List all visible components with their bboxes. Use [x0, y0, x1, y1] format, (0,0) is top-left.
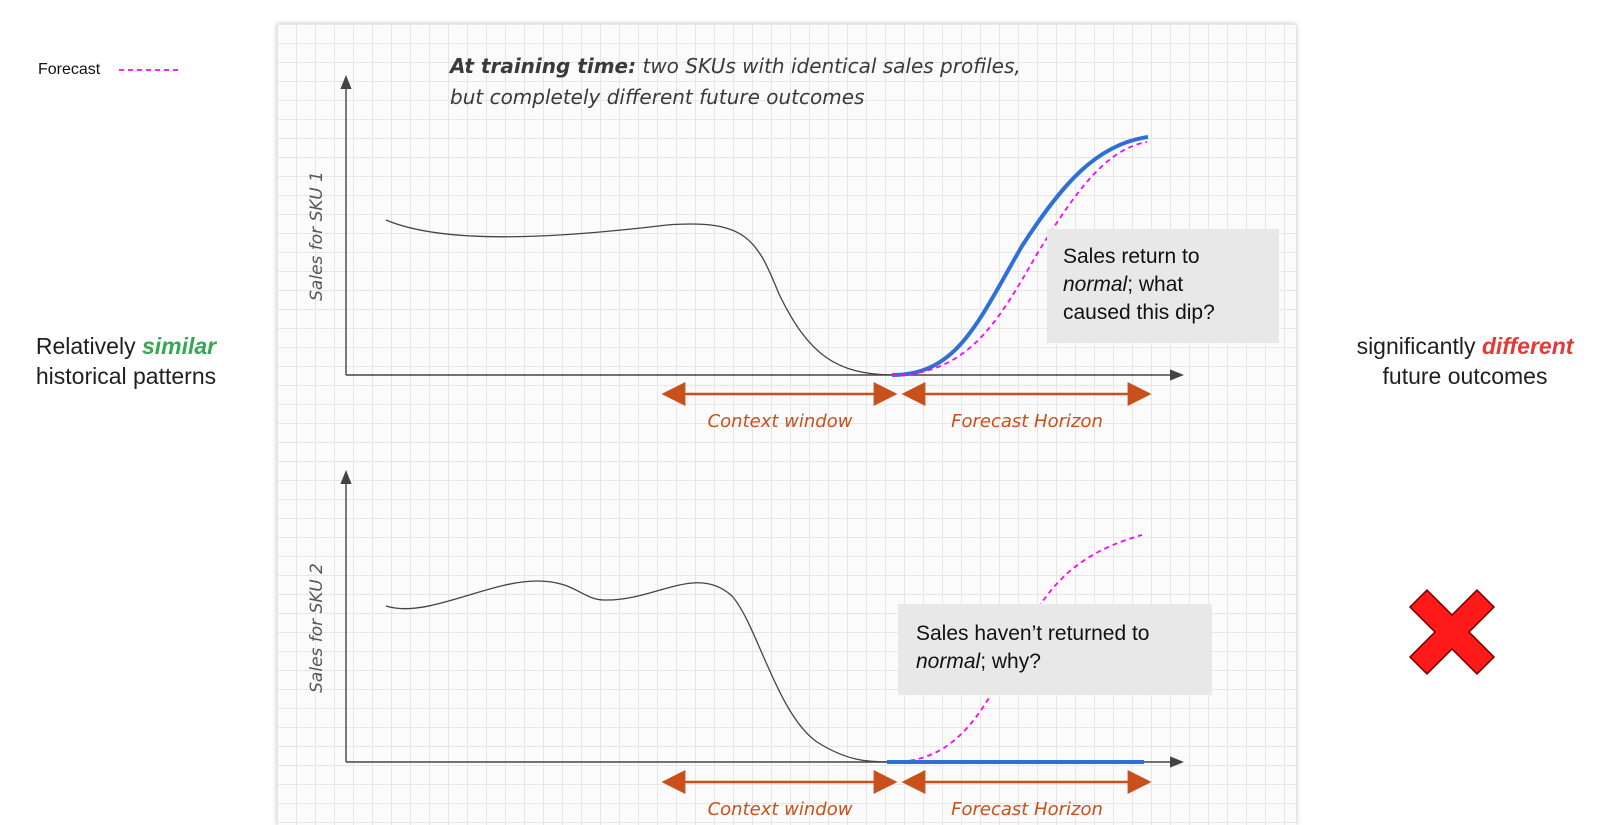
top-context-label: Context window [707, 411, 853, 432]
bottom-callout-italic: normal [916, 650, 981, 673]
bottom-y-label: Sales for SKU 2 [307, 563, 327, 693]
right-caption: significantly different future outcomes [1330, 331, 1600, 391]
right-caption-emphasis: different [1481, 333, 1574, 359]
bottom-context-label: Context window [707, 799, 853, 820]
top-callout-italic: normal [1063, 273, 1128, 296]
bottom-callout-line1: Sales haven’t returned to [916, 622, 1150, 645]
top-forecast-line [891, 141, 1148, 376]
legend-forecast-swatch [119, 69, 180, 71]
left-caption: Relatively similar historical patterns [10, 331, 242, 391]
top-history-line [385, 219, 893, 376]
bottom-horizon-label: Forecast Horizon [951, 799, 1103, 820]
left-caption-suffix: historical patterns [35, 363, 217, 389]
top-chart [340, 75, 1184, 406]
legend-label: Forecast [38, 61, 101, 78]
top-y-label: Sales for SKU 1 [307, 171, 327, 301]
left-caption-emphasis: similar [141, 333, 217, 359]
top-callout-line2: ; what [1127, 273, 1184, 296]
right-caption-suffix: future outcomes [1382, 363, 1548, 389]
diagram-panel: At training time: two SKUs with identica… [277, 24, 1296, 825]
legend: Forecast [38, 60, 180, 80]
diagram-heading: At training time: two SKUs with identica… [450, 51, 1021, 113]
heading-line2: but completely different future outcomes [450, 85, 865, 109]
right-caption-prefix: significantly [1356, 333, 1482, 359]
bottom-callout-line2: ; why? [980, 650, 1041, 673]
bottom-history-line [385, 580, 893, 763]
heading-line1: two SKUs with identical sales profiles, [636, 54, 1021, 78]
top-horizon-label: Forecast Horizon [951, 411, 1103, 432]
top-actual-line [891, 135, 1149, 377]
bottom-callout: Sales haven’t returned to normal; why? [898, 604, 1212, 695]
heading-bold: At training time: [450, 54, 637, 78]
cross-mark-icon [1408, 588, 1496, 676]
top-callout-line1: Sales return to [1063, 245, 1200, 268]
top-callout-line3: caused this dip? [1063, 301, 1215, 324]
left-caption-prefix: Relatively [35, 333, 142, 359]
top-callout: Sales return to normal; what caused this… [1047, 229, 1279, 343]
